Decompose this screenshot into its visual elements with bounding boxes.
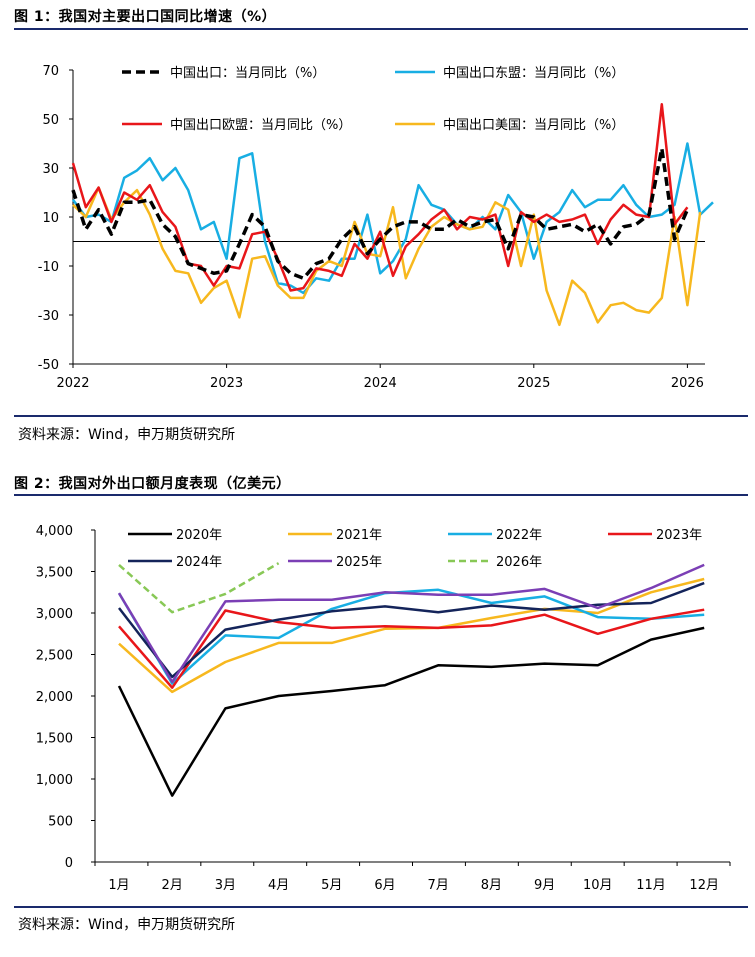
y-tick-label: 10 — [42, 211, 59, 226]
y-tick-label: 50 — [42, 113, 59, 128]
y-tick-label: 70 — [42, 64, 59, 79]
x-tick-label: 4月 — [268, 878, 289, 893]
y-tick-label: 500 — [48, 815, 73, 830]
legend-label: 中国出口：当月同比（%） — [170, 66, 325, 81]
legend-label: 中国出口欧盟：当月同比（%） — [170, 118, 351, 133]
x-tick-label: 1月 — [108, 878, 129, 893]
y-tick-label: -50 — [38, 358, 59, 373]
y-tick-label: 3,000 — [36, 607, 73, 622]
series-line — [118, 562, 280, 614]
y-tick-label: -10 — [38, 260, 59, 275]
x-tick-label: 2024 — [364, 376, 397, 391]
y-tick-label: 1,000 — [36, 773, 73, 788]
series-line — [117, 588, 705, 685]
legend-label: 2024年 — [176, 555, 222, 570]
x-tick-label: 2022 — [56, 376, 89, 391]
figure1-top-rule — [14, 28, 748, 30]
y-tick-label: 30 — [42, 162, 59, 177]
legend-label: 2025年 — [336, 555, 382, 570]
x-tick-label: 8月 — [481, 878, 502, 893]
x-tick-label: 3月 — [215, 878, 236, 893]
figure2-top-rule — [14, 494, 748, 496]
legend-label: 2022年 — [496, 528, 542, 543]
legend: 中国出口：当月同比（%） 中国出口东盟：当月同比（%） 中国出口欧盟：当月同比（%）… — [122, 66, 624, 133]
series-line — [71, 103, 689, 292]
x-tick-label: 2026 — [671, 376, 704, 391]
x-tick-label: 6月 — [374, 878, 395, 893]
y-tick-label: 1,500 — [36, 732, 73, 747]
x-tick-label: 2月 — [162, 878, 183, 893]
figure2-title: 图 2：我国对外出口额月度表现（亿美元） — [14, 476, 291, 492]
legend-label: 中国出口美国：当月同比（%） — [443, 118, 624, 133]
x-tick-label: 5月 — [321, 878, 342, 893]
series-line — [117, 626, 705, 797]
series-line — [117, 563, 705, 684]
figure1-source: 资料来源：Wind，申万期货研究所 — [18, 427, 236, 443]
legend-label: 2026年 — [496, 555, 542, 570]
y-tick-label: 3,500 — [36, 566, 73, 581]
legend: 2020年 2021年 2022年 2023年 2024年 2025年 2026年 — [128, 528, 702, 570]
legend-label: 2020年 — [176, 528, 222, 543]
x-tick-label: 2025 — [517, 376, 550, 391]
legend-label: 中国出口东盟：当月同比（%） — [443, 66, 624, 81]
x-tick-label: 10月 — [583, 878, 613, 893]
y-tick-label: 4,000 — [36, 524, 73, 539]
figure2-bottom-rule — [14, 906, 748, 908]
series-line — [118, 608, 705, 689]
series-line — [71, 142, 714, 295]
y-tick-label: -30 — [38, 309, 59, 324]
y-tick-label: 0 — [65, 856, 73, 871]
x-tick-label: 2023 — [210, 376, 243, 391]
x-tick-label: 9月 — [534, 878, 555, 893]
legend-label: 2021年 — [336, 528, 382, 543]
legend-label: 2023年 — [656, 528, 702, 543]
x-tick-label: 11月 — [636, 878, 666, 893]
x-tick-label: 12月 — [689, 878, 719, 893]
figure1-bottom-rule — [14, 415, 748, 417]
x-tick-label: 7月 — [428, 878, 449, 893]
y-tick-label: 2,000 — [36, 690, 73, 705]
yoy-growth-chart: -50 -30 -10 10 30 50 70 2022 2023 2024 2025 2026 中国出… — [38, 64, 714, 391]
figure1-title: 图 1：我国对主要出口国同比增速（%） — [14, 9, 277, 25]
monthly-exports-chart: 0 500 1,000 1,500 2,000 2,500 3,000 3,500 4,000 1… — [36, 524, 731, 893]
y-tick-label: 2,500 — [36, 649, 73, 664]
series-line — [71, 146, 690, 281]
figure2-source: 资料来源：Wind，申万期货研究所 — [18, 917, 236, 933]
